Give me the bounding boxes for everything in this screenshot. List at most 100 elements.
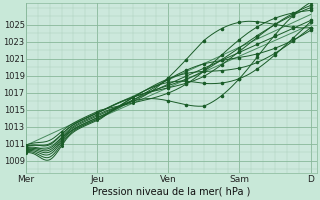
Point xyxy=(290,37,295,40)
Point xyxy=(23,143,28,147)
Point xyxy=(59,140,64,143)
Point xyxy=(237,77,242,80)
Point xyxy=(201,67,206,70)
Point xyxy=(255,55,260,59)
Point xyxy=(272,23,277,26)
Point xyxy=(272,47,277,50)
Point xyxy=(166,83,171,86)
Point xyxy=(201,70,206,73)
Point xyxy=(201,75,206,78)
Point xyxy=(166,81,171,84)
Point xyxy=(255,34,260,37)
Point xyxy=(59,130,64,133)
Point xyxy=(219,59,224,62)
Point xyxy=(237,51,242,54)
Point xyxy=(184,72,189,75)
Point xyxy=(290,26,295,29)
Point xyxy=(95,116,100,120)
Point xyxy=(308,4,313,7)
Point xyxy=(272,23,277,26)
Point xyxy=(59,133,64,136)
Point xyxy=(219,59,224,62)
Point xyxy=(219,94,224,97)
Point xyxy=(95,119,100,122)
Point xyxy=(166,78,171,81)
Point xyxy=(237,50,242,53)
Point xyxy=(184,69,189,72)
Point xyxy=(59,136,64,139)
Point xyxy=(95,112,100,115)
Point xyxy=(290,12,295,15)
X-axis label: Pression niveau de la mer( hPa ): Pression niveau de la mer( hPa ) xyxy=(92,187,251,197)
Point xyxy=(184,80,189,83)
Point xyxy=(95,113,100,116)
Point xyxy=(219,58,224,61)
Point xyxy=(272,33,277,36)
Point xyxy=(130,96,135,99)
Point xyxy=(290,39,295,42)
Point xyxy=(237,46,242,49)
Point xyxy=(272,17,277,20)
Point xyxy=(95,114,100,118)
Point xyxy=(23,148,28,151)
Point xyxy=(255,20,260,23)
Point xyxy=(308,26,313,29)
Point xyxy=(95,118,100,121)
Point xyxy=(308,20,313,23)
Point xyxy=(308,29,313,32)
Point xyxy=(184,78,189,81)
Point xyxy=(272,35,277,38)
Point xyxy=(166,86,171,89)
Point xyxy=(130,100,135,103)
Point xyxy=(290,14,295,18)
Point xyxy=(255,67,260,71)
Point xyxy=(130,101,135,105)
Point xyxy=(219,81,224,85)
Point xyxy=(201,39,206,42)
Point xyxy=(166,91,171,95)
Point xyxy=(237,77,242,80)
Point xyxy=(166,84,171,87)
Point xyxy=(219,63,224,66)
Point xyxy=(219,27,224,30)
Point xyxy=(237,66,242,70)
Point xyxy=(130,98,135,102)
Point xyxy=(23,146,28,150)
Point xyxy=(59,142,64,145)
Point xyxy=(184,82,189,85)
Point xyxy=(130,100,135,103)
Point xyxy=(255,52,260,55)
Point xyxy=(237,21,242,24)
Point xyxy=(201,62,206,65)
Point xyxy=(59,139,64,142)
Point xyxy=(201,69,206,73)
Point xyxy=(23,150,28,153)
Point xyxy=(290,40,295,43)
Point xyxy=(308,19,313,22)
Point xyxy=(272,52,277,55)
Point xyxy=(290,11,295,15)
Point xyxy=(255,25,260,29)
Point xyxy=(184,83,189,86)
Point xyxy=(59,137,64,140)
Point xyxy=(237,56,242,59)
Point xyxy=(201,104,206,108)
Point xyxy=(184,58,189,61)
Point xyxy=(308,9,313,12)
Point xyxy=(23,149,28,152)
Point xyxy=(290,14,295,17)
Point xyxy=(166,76,171,79)
Point xyxy=(219,53,224,57)
Point xyxy=(219,69,224,72)
Point xyxy=(59,144,64,147)
Point xyxy=(201,82,206,85)
Point xyxy=(95,110,100,113)
Point xyxy=(255,61,260,64)
Point xyxy=(184,75,189,78)
Point xyxy=(95,111,100,115)
Point xyxy=(130,95,135,99)
Point xyxy=(201,69,206,73)
Point xyxy=(23,145,28,148)
Point xyxy=(130,96,135,99)
Point xyxy=(272,53,277,56)
